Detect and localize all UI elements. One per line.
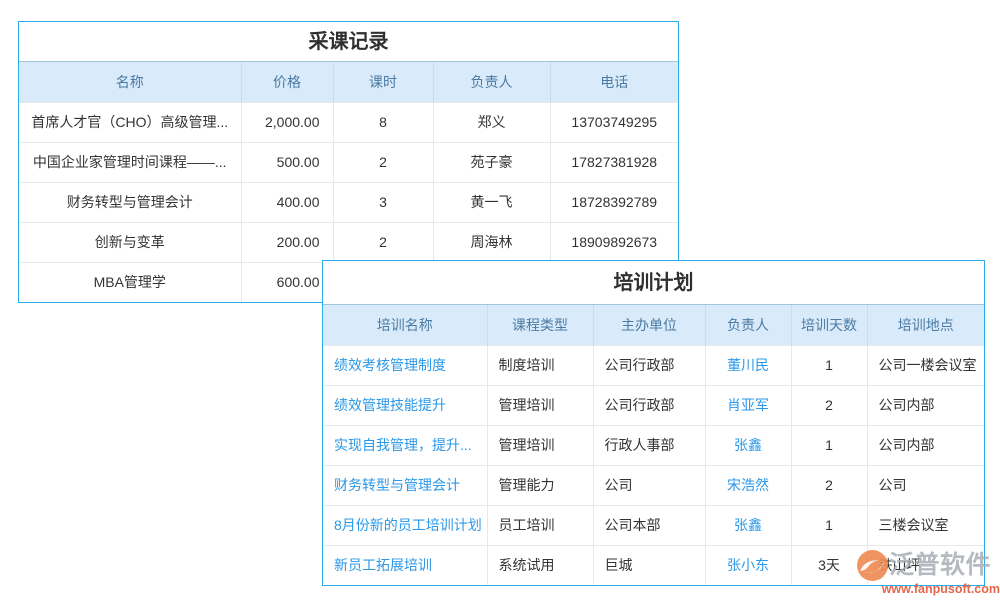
table-row: 中国企业家管理时间课程——... 500.00 2 苑子豪 17827381928 [19, 141, 678, 182]
cell: 1 [791, 344, 868, 385]
cell: 管理培训 [487, 384, 594, 425]
column-header: 负责人 [433, 62, 551, 102]
cell: 财务转型与管理会计 [19, 181, 242, 222]
cell: 200.00 [241, 221, 334, 262]
table-row: 首席人才官（CHO）高级管理... 2,000.00 8 郑义 13703749295 [19, 101, 678, 142]
cell-link[interactable]: 董川民 [705, 344, 792, 385]
column-header: 培训名称 [323, 305, 488, 345]
fanpu-url-text: www.fanpusoft.com [881, 582, 1000, 596]
training-plan-grid: 培训名称 课程类型 主办单位 负责人 培训天数 培训地点 绩效考核管理制度 制度培训 公司行政部… [323, 305, 984, 585]
cell: MBA管理学 [19, 261, 242, 302]
cell: 18909892673 [550, 221, 678, 262]
cell: 公司 [867, 464, 984, 505]
cell: 2 [333, 221, 434, 262]
cell: 公司内部 [867, 424, 984, 465]
cell: 管理能力 [487, 464, 594, 505]
fanpu-watermark: 泛普软件 www.fanpusoft.com [856, 549, 1000, 596]
cell: 公司行政部 [593, 384, 706, 425]
column-header: 培训天数 [791, 305, 868, 345]
training-plan-title: 培训计划 [323, 261, 984, 305]
table-row: 8月份新的员工培训计划 员工培训 公司本部 张鑫 1 三楼会议室 [323, 504, 984, 545]
cell: 员工培训 [487, 504, 594, 545]
cell: 管理培训 [487, 424, 594, 465]
column-header: 主办单位 [593, 305, 706, 345]
cell-link[interactable]: 张小东 [705, 544, 792, 585]
cell: 公司 [593, 464, 706, 505]
column-header: 课程类型 [487, 305, 594, 345]
cell: 13703749295 [550, 101, 678, 142]
cell: 三楼会议室 [867, 504, 984, 545]
cell: 8 [333, 101, 434, 142]
purchase-records-card: 采课记录 名称 价格 课时 负责人 电话 首席人才官（CHO）高级管理... 2,000.0… [18, 21, 679, 303]
table-row: 绩效考核管理制度 制度培训 公司行政部 董川民 1 公司一楼会议室 [323, 344, 984, 385]
cell: 行政人事部 [593, 424, 706, 465]
table-row: 实现自我管理，提升... 管理培训 行政人事部 张鑫 1 公司内部 [323, 424, 984, 465]
table-row: 财务转型与管理会计 管理能力 公司 宋浩然 2 公司 [323, 464, 984, 505]
cell: 苑子豪 [433, 141, 551, 182]
cell: 3 [333, 181, 434, 222]
cell-link[interactable]: 宋浩然 [705, 464, 792, 505]
column-header: 电话 [550, 62, 678, 102]
cell: 2 [791, 464, 868, 505]
column-header: 名称 [19, 62, 242, 102]
table-row: 财务转型与管理会计 400.00 3 黄一飞 18728392789 [19, 181, 678, 222]
cell: 18728392789 [550, 181, 678, 222]
cell: 1 [791, 504, 868, 545]
column-header: 培训地点 [867, 305, 984, 345]
cell: 500.00 [241, 141, 334, 182]
cell-link[interactable]: 新员工拓展培训 [323, 544, 488, 585]
table-row: 新员工拓展培训 系统试用 巨城 张小东 3天 铁山坪 [323, 544, 984, 585]
cell: 首席人才官（CHO）高级管理... [19, 101, 242, 142]
cell: 3天 [791, 544, 868, 585]
column-header: 负责人 [705, 305, 792, 345]
column-header: 价格 [241, 62, 334, 102]
cell-link[interactable]: 财务转型与管理会计 [323, 464, 488, 505]
column-header: 课时 [333, 62, 434, 102]
cell-link[interactable]: 实现自我管理，提升... [323, 424, 488, 465]
purchase-records-title: 采课记录 [19, 22, 678, 62]
header-row: 名称 价格 课时 负责人 电话 [19, 62, 678, 102]
cell: 2 [333, 141, 434, 182]
purchase-records-grid: 名称 价格 课时 负责人 电话 首席人才官（CHO）高级管理... 2,000.00 8 郑义 1… [19, 62, 678, 302]
cell: 17827381928 [550, 141, 678, 182]
fanpu-logo-icon [856, 549, 889, 582]
cell: 公司一楼会议室 [867, 344, 984, 385]
table-row: 绩效管理技能提升 管理培训 公司行政部 肖亚军 2 公司内部 [323, 384, 984, 425]
cell: 600.00 [241, 261, 334, 302]
cell: 制度培训 [487, 344, 594, 385]
cell: 系统试用 [487, 544, 594, 585]
cell-link[interactable]: 张鑫 [705, 504, 792, 545]
cell: 黄一飞 [433, 181, 551, 222]
cell: 公司本部 [593, 504, 706, 545]
cell: 巨城 [593, 544, 706, 585]
fanpu-brand-text: 泛普软件 [889, 551, 992, 579]
cell: 创新与变革 [19, 221, 242, 262]
cell: 400.00 [241, 181, 334, 222]
cell: 2 [791, 384, 868, 425]
cell-link[interactable]: 绩效管理技能提升 [323, 384, 488, 425]
cell: 2,000.00 [241, 101, 334, 142]
header-row: 培训名称 课程类型 主办单位 负责人 培训天数 培训地点 [323, 305, 984, 345]
cell: 1 [791, 424, 868, 465]
fanpu-watermark-row: 泛普软件 [856, 549, 1000, 582]
cell-link[interactable]: 绩效考核管理制度 [323, 344, 488, 385]
cell: 公司行政部 [593, 344, 706, 385]
table-row: 创新与变革 200.00 2 周海林 18909892673 [19, 221, 678, 262]
cell: 郑义 [433, 101, 551, 142]
cell-link[interactable]: 8月份新的员工培训计划 [323, 504, 488, 545]
cell: 公司内部 [867, 384, 984, 425]
cell: 周海林 [433, 221, 551, 262]
cell: 中国企业家管理时间课程——... [19, 141, 242, 182]
cell-link[interactable]: 肖亚军 [705, 384, 792, 425]
training-plan-card: 培训计划 培训名称 课程类型 主办单位 负责人 培训天数 培训地点 绩效考核管理制度 制度培训… [322, 260, 985, 586]
cell-link[interactable]: 张鑫 [705, 424, 792, 465]
